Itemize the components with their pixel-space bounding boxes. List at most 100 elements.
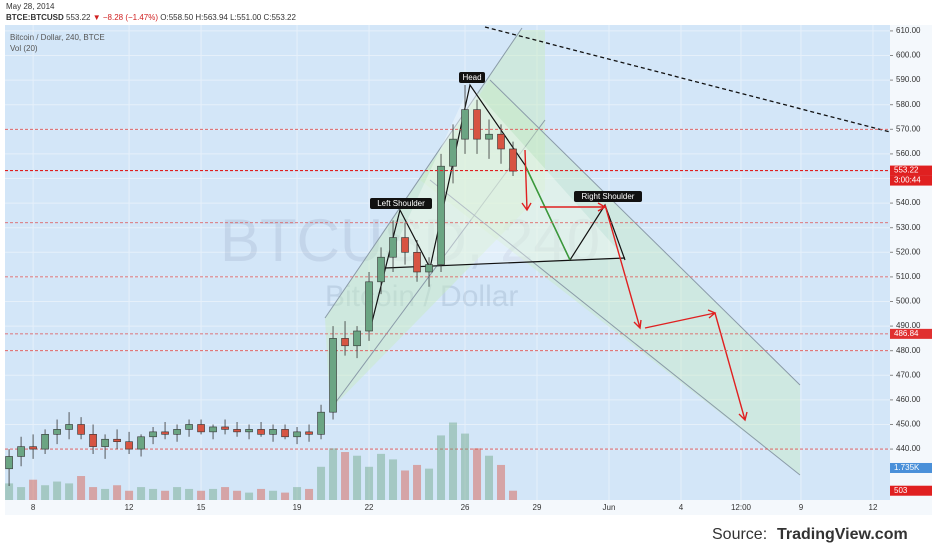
y-tick-label: 490.00	[896, 321, 921, 330]
channel-line	[324, 27, 523, 319]
candle-body	[113, 438, 121, 443]
volume-bar	[161, 490, 170, 500]
volume-bar	[101, 488, 110, 500]
candle-body	[53, 429, 61, 435]
last: 553.22	[66, 13, 91, 22]
volume-bar	[5, 483, 14, 500]
price-axis	[890, 25, 932, 515]
source-prefix: Source:	[712, 526, 767, 543]
volume-bar	[233, 490, 242, 500]
candle-body	[281, 429, 289, 438]
candle-body	[305, 431, 313, 435]
countdown: 3:00:44	[894, 176, 921, 185]
candle-body	[185, 424, 193, 430]
annotation: Left Shoulder	[377, 199, 425, 208]
x-tick-label: 12	[869, 503, 878, 512]
countdown-tag	[890, 175, 932, 186]
volume-tag	[890, 485, 932, 496]
volume-bar	[365, 466, 374, 500]
candle-body	[269, 429, 277, 435]
x-tick-label: 15	[197, 503, 206, 512]
candle-body	[197, 424, 205, 433]
candle-body	[173, 429, 181, 435]
x-tick-label: 22	[365, 503, 374, 512]
y-tick-label: 600.00	[896, 51, 921, 60]
y-tick-label: 470.00	[896, 370, 921, 379]
descending-channel	[420, 80, 800, 475]
candle-body	[65, 424, 73, 430]
candle-body	[401, 237, 409, 253]
candle-body	[449, 138, 457, 167]
volume-bar	[125, 490, 134, 500]
change: ▼ −8.28 (−1.47%)	[93, 13, 159, 22]
volume-bar	[173, 487, 182, 500]
x-tick-label: Jun	[603, 503, 616, 512]
volume-bar	[281, 492, 290, 500]
header-quote: BTCE:BTCUSD 553.22 ▼ −8.28 (−1.47%) O:55…	[6, 13, 297, 22]
candle-body	[437, 165, 445, 265]
volume-bar	[449, 422, 458, 500]
candle-body	[317, 411, 325, 435]
y-tick-label: 580.00	[896, 100, 921, 109]
x-tick-label: 29	[533, 503, 542, 512]
channel-line	[429, 179, 801, 476]
candle-body	[29, 446, 37, 450]
volume-bar	[53, 481, 62, 500]
candle-body	[365, 281, 373, 332]
volume-bar	[149, 488, 158, 500]
y-tick-label: 560.00	[896, 149, 921, 158]
volume-bar	[293, 487, 302, 500]
candle-body	[125, 441, 133, 450]
volume-bar	[269, 490, 278, 500]
symbol: BTCE:BTCUSD	[6, 13, 64, 22]
arrow	[604, 204, 642, 330]
ascending-channel	[325, 30, 545, 410]
annotation: Head	[462, 73, 481, 82]
trend-segment	[524, 164, 571, 261]
watermark-symbol: BTCUSD, 240	[220, 207, 600, 274]
x-tick-label: 9	[799, 503, 804, 512]
volume-bar	[425, 468, 434, 500]
volume-bar	[65, 483, 74, 500]
price-tag	[890, 165, 932, 176]
volume-bar	[377, 453, 386, 500]
projection-arrows	[521, 149, 748, 422]
x-tick-label: 12	[125, 503, 134, 512]
volume-bar	[185, 488, 194, 500]
y-tick-label: 510.00	[896, 272, 921, 281]
volume-bar	[257, 488, 266, 500]
x-tick-label: 8	[31, 503, 36, 512]
label-box	[370, 198, 432, 209]
volume-bar	[413, 464, 422, 500]
volume-bar	[341, 452, 350, 500]
volume-bar	[437, 435, 446, 500]
candle-body	[377, 256, 385, 283]
candle-body	[77, 424, 85, 435]
candle-body	[209, 426, 217, 433]
high: H:563.94	[195, 13, 228, 22]
candle-body	[17, 446, 25, 457]
candle-body	[509, 148, 517, 172]
volume-bar	[473, 448, 482, 500]
price-label: 553.22	[894, 166, 919, 175]
volume-bar	[41, 485, 50, 500]
volume-bar	[317, 466, 326, 500]
volume-tag	[890, 462, 932, 473]
candle-body	[497, 133, 505, 150]
label-box	[459, 72, 485, 83]
x-tick-label: 26	[461, 503, 470, 512]
candle-body	[329, 338, 337, 413]
candle-body	[233, 429, 241, 433]
neckline	[384, 257, 626, 269]
y-tick-label: 570.00	[896, 124, 921, 133]
close: C:553.22	[263, 13, 296, 22]
legend-volume: Vol (20)	[10, 44, 38, 53]
volume-label: 1.735K	[894, 463, 920, 472]
candle-body	[245, 429, 253, 433]
channel-line	[329, 119, 546, 411]
volume-bar	[77, 476, 86, 500]
volume-bar	[197, 490, 206, 500]
volume-label: 503	[894, 486, 908, 495]
volume-bar	[221, 487, 230, 500]
y-tick-label: 520.00	[896, 247, 921, 256]
